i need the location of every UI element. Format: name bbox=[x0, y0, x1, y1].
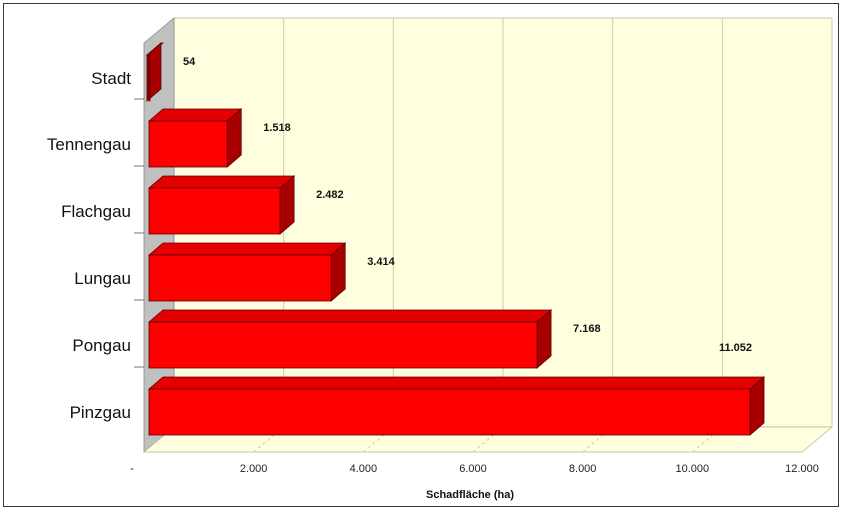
x-tick-labels: - 2.000 4.000 6.000 8.000 10.000 12.000 bbox=[130, 463, 819, 475]
bar-front-face bbox=[148, 187, 281, 235]
floor-gridline bbox=[801, 426, 833, 453]
x-tick-label: 4.000 bbox=[350, 463, 378, 475]
bar-front-face bbox=[148, 388, 751, 436]
bar-front-face bbox=[148, 321, 538, 369]
value-label: 54 bbox=[183, 56, 196, 68]
bar-top-face bbox=[147, 108, 243, 122]
bar bbox=[147, 376, 766, 436]
value-label: 7.168 bbox=[573, 323, 601, 335]
category-label: Pinzgau bbox=[70, 403, 131, 422]
x-tick-label: 2.000 bbox=[240, 463, 268, 475]
bar-top-face bbox=[147, 242, 347, 256]
bar-side-face bbox=[146, 42, 162, 102]
x-tick-label: 8.000 bbox=[569, 463, 597, 475]
value-label: 11.052 bbox=[719, 342, 752, 354]
category-label: Tennengau bbox=[47, 135, 131, 154]
bar-front-face bbox=[148, 54, 151, 102]
bar bbox=[145, 42, 165, 102]
bar bbox=[147, 309, 553, 369]
category-label: Pongau bbox=[72, 336, 131, 355]
value-label: 2.482 bbox=[316, 189, 344, 201]
value-label: 3.414 bbox=[367, 256, 395, 268]
category-labels: Stadt Tennengau Flachgau Lungau Pongau Pinzga… bbox=[47, 69, 131, 422]
value-label: 1.518 bbox=[263, 122, 291, 134]
bar-front-face bbox=[148, 254, 332, 302]
bar-top-face bbox=[147, 309, 553, 323]
value-labels: 54 1.518 2.482 3.414 7.168 11.052 bbox=[183, 56, 752, 354]
bar bbox=[147, 175, 296, 235]
bar-top-face bbox=[147, 175, 296, 189]
x-tick-label: 10.000 bbox=[676, 463, 710, 475]
x-axis-title: Schadfläche (ha) bbox=[426, 489, 514, 501]
bar-front-face bbox=[148, 120, 228, 168]
x-tick-label: - bbox=[130, 463, 134, 475]
bar bbox=[147, 242, 347, 302]
x-tick-label: 12.000 bbox=[785, 463, 819, 475]
category-label: Lungau bbox=[74, 269, 131, 288]
category-label: Stadt bbox=[91, 69, 131, 88]
bar bbox=[147, 108, 243, 168]
bars bbox=[145, 42, 766, 436]
bar-top-face bbox=[147, 376, 766, 390]
x-tick-label: 6.000 bbox=[459, 463, 487, 475]
category-label: Flachgau bbox=[61, 202, 131, 221]
